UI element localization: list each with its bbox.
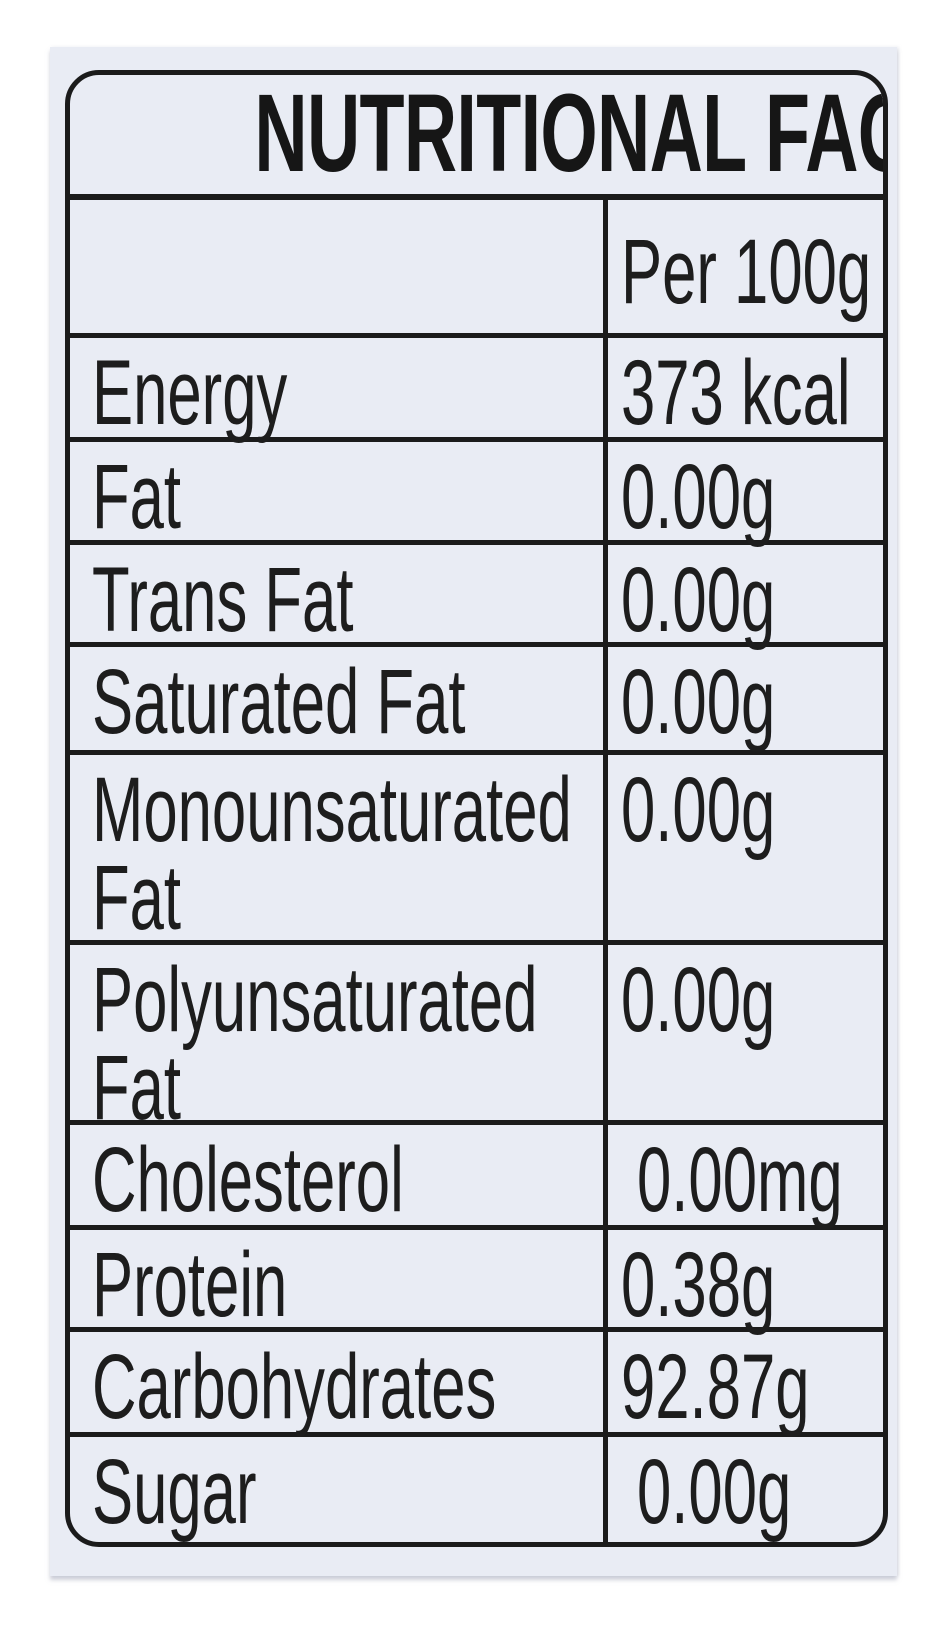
row-value-cell: 0.00g (603, 945, 883, 1132)
row-value: 0.00g (621, 549, 776, 651)
row-label: Polyunsaturated Fat (92, 949, 538, 1139)
table-row: Monounsaturated Fat 0.00g (70, 755, 883, 945)
nutrition-label-card: NUTRITIONAL FACTS Per 100g Energy 373 kc… (50, 47, 897, 1576)
row-value: 92.87g (621, 1336, 810, 1438)
row-label: Energy (92, 342, 288, 444)
row-value-cell: 0.38g (603, 1230, 883, 1336)
table-title-row: NUTRITIONAL FACTS (70, 75, 883, 200)
row-label-cell: Cholesterol (70, 1125, 603, 1231)
row-value: 0.00g (621, 759, 776, 861)
table-row: Sugar 0.00g (70, 1437, 883, 1542)
table-row: Energy 373 kcal (70, 338, 883, 442)
row-label-cell: Protein (70, 1230, 603, 1336)
column-header: Per 100g (621, 221, 872, 323)
header-empty-cell (70, 200, 603, 333)
row-label-cell: Trans Fat (70, 545, 603, 651)
row-value: 0.00g (637, 1441, 792, 1543)
table-header-row: Per 100g (70, 200, 883, 338)
row-label: Carbohydrates (92, 1336, 497, 1438)
row-value-cell: 0.00g (603, 545, 883, 651)
row-label-cell: Fat (70, 442, 603, 548)
row-label: Trans Fat (92, 549, 354, 651)
row-value: 373 kcal (621, 342, 851, 444)
row-value: 0.00g (621, 651, 776, 753)
row-label: Sugar (92, 1441, 257, 1543)
row-value: 0.00mg (637, 1129, 843, 1231)
table-row: Polyunsaturated Fat 0.00g (70, 945, 883, 1134)
row-label: Monounsaturated Fat (92, 759, 572, 949)
row-label-cell: Polyunsaturated Fat (70, 945, 603, 1139)
header-value-cell: Per 100g (603, 200, 883, 333)
table-row: Trans Fat 0.00g (70, 545, 883, 647)
table-row: Saturated Fat 0.00g (70, 647, 883, 755)
row-label: Fat (92, 446, 182, 548)
row-value-cell: 0.00g (603, 1437, 883, 1542)
row-value-cell: 373 kcal (603, 338, 883, 444)
row-value-cell: 92.87g (603, 1332, 883, 1438)
row-value: 0.00g (621, 949, 776, 1051)
row-label-cell: Carbohydrates (70, 1332, 603, 1438)
row-label-cell: Saturated Fat (70, 647, 603, 750)
row-label: Protein (92, 1234, 288, 1336)
table-row: Fat 0.00g (70, 442, 883, 545)
row-label: Saturated Fat (92, 651, 466, 753)
row-label-cell: Sugar (70, 1437, 603, 1542)
row-value: 0.38g (621, 1234, 776, 1336)
row-label-cell: Monounsaturated Fat (70, 755, 603, 949)
table-row: Carbohydrates 92.87g (70, 1332, 883, 1437)
row-label: Cholesterol (92, 1129, 404, 1231)
row-value-cell: 0.00g (603, 442, 883, 548)
table-row: Cholesterol 0.00mg (70, 1125, 883, 1230)
table-title: NUTRITIONAL FACTS (254, 72, 883, 195)
row-value-cell: 0.00mg (603, 1125, 883, 1231)
row-value: 0.00g (621, 446, 776, 548)
table-row: Protein 0.38g (70, 1230, 883, 1332)
row-value-cell: 0.00g (603, 755, 883, 942)
row-label-cell: Energy (70, 338, 603, 444)
row-value-cell: 0.00g (603, 647, 883, 750)
nutrition-table: NUTRITIONAL FACTS Per 100g Energy 373 kc… (65, 70, 888, 1547)
